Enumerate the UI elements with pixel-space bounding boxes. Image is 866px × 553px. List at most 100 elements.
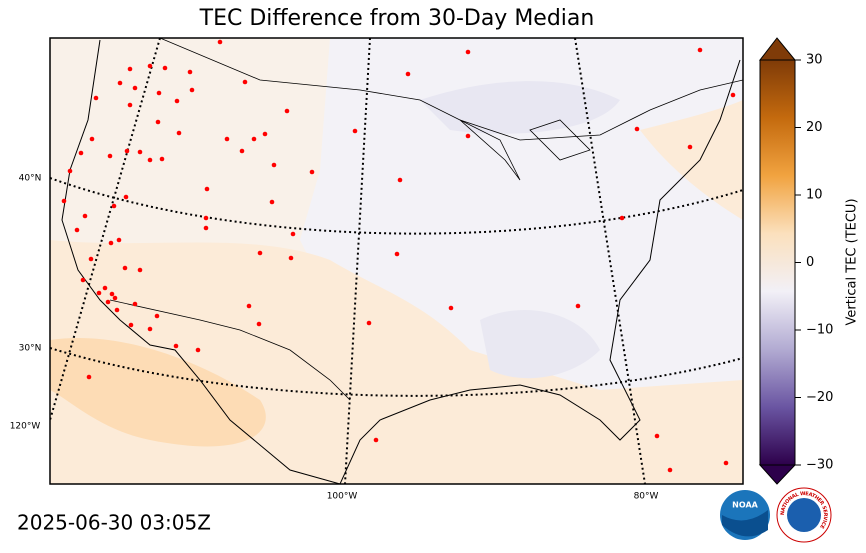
- station: [74, 227, 80, 233]
- station: [174, 98, 180, 104]
- station: [730, 92, 736, 98]
- station: [262, 131, 268, 137]
- station: [687, 144, 693, 150]
- border: [109, 299, 351, 401]
- station: [723, 460, 729, 466]
- positive-region: [50, 338, 266, 447]
- station: [78, 150, 84, 156]
- station: [108, 240, 114, 246]
- station: [147, 326, 153, 332]
- station: [634, 126, 640, 132]
- station: [224, 136, 230, 142]
- station: [122, 265, 128, 271]
- station: [257, 250, 263, 256]
- station: [88, 256, 94, 262]
- station: [61, 198, 67, 204]
- station: [195, 347, 201, 353]
- colorbar-extend: [758, 464, 797, 485]
- station: [288, 255, 294, 261]
- station: [189, 87, 195, 93]
- station: [309, 169, 315, 175]
- station: [271, 162, 277, 168]
- colorbar-tick-label: −20: [806, 390, 833, 405]
- station: [107, 153, 113, 159]
- station: [204, 186, 210, 192]
- station: [132, 301, 138, 307]
- station: [127, 102, 133, 108]
- station: [187, 69, 193, 75]
- lat-label: 30°N: [19, 344, 42, 354]
- station: [86, 374, 92, 380]
- station: [176, 130, 182, 136]
- station: [366, 320, 372, 326]
- station: [654, 433, 660, 439]
- negative-region: [420, 81, 620, 134]
- station: [697, 47, 703, 53]
- station: [394, 251, 400, 257]
- station: [251, 136, 257, 142]
- great-lakes: [459, 119, 591, 181]
- colorbar-label: Vertical TEC (TECU): [845, 198, 860, 325]
- stations: [61, 39, 736, 473]
- nws-logo-inner: [787, 498, 821, 532]
- station: [203, 215, 209, 221]
- station: [373, 437, 379, 443]
- colorbar-tick-label: 10: [806, 188, 823, 203]
- station: [242, 79, 248, 85]
- station: [114, 307, 120, 313]
- station: [132, 85, 138, 91]
- station: [112, 295, 118, 301]
- station: [80, 277, 86, 283]
- station: [173, 343, 179, 349]
- station: [124, 148, 130, 154]
- station: [137, 149, 143, 155]
- noaa-logo-wave: [722, 510, 768, 537]
- station: [203, 225, 209, 231]
- title: TEC Difference from 30-Day Median: [199, 6, 595, 31]
- station: [147, 157, 153, 163]
- station: [284, 108, 290, 114]
- station: [111, 203, 117, 209]
- station: [269, 199, 275, 205]
- noaa-logo-text: NOAA: [732, 501, 758, 510]
- station: [217, 39, 223, 45]
- colorbar-tick-label: 30: [806, 53, 823, 68]
- negative-region: [480, 310, 600, 379]
- station: [109, 291, 115, 297]
- colorbar-tick-label: −30: [806, 458, 833, 473]
- station: [123, 194, 129, 200]
- lon-label: 80°W: [634, 492, 659, 502]
- map: [50, 38, 743, 484]
- station: [102, 285, 108, 291]
- station: [155, 119, 161, 125]
- station: [96, 290, 102, 296]
- station: [154, 313, 160, 319]
- graticule: [50, 38, 743, 484]
- station: [246, 303, 252, 309]
- station: [116, 237, 122, 243]
- station: [127, 66, 133, 72]
- lon-label: 120°W: [10, 422, 41, 432]
- station: [137, 267, 143, 273]
- timestamp: 2025-06-30 03:05Z: [17, 511, 211, 535]
- station: [256, 321, 262, 327]
- colorbar-tick-label: 0: [806, 255, 814, 270]
- colorbar-tick-label: −10: [806, 323, 833, 338]
- station: [667, 467, 673, 473]
- station: [128, 322, 134, 328]
- station: [162, 65, 168, 71]
- station: [159, 156, 165, 162]
- lon-label: 100°W: [327, 492, 358, 502]
- station: [67, 168, 73, 174]
- border: [159, 38, 743, 141]
- station: [397, 177, 403, 183]
- station: [465, 133, 471, 139]
- colorbar-ticks: 30 20 10 0 −10 −20 −30: [795, 53, 833, 473]
- positive-region: [640, 100, 743, 220]
- station: [105, 299, 111, 305]
- map-frame: [49, 37, 744, 485]
- station: [147, 63, 153, 69]
- station: [239, 148, 245, 154]
- station: [290, 231, 296, 237]
